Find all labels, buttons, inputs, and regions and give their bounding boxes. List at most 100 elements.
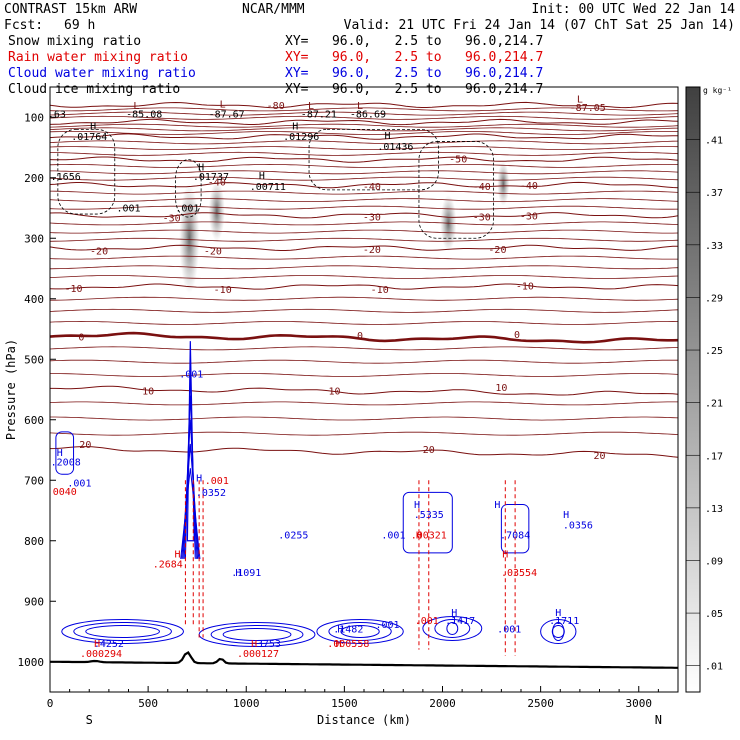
- cloud-water-low: [85, 625, 160, 638]
- isotherm--20: [50, 244, 678, 251]
- point-label: H: [416, 530, 422, 541]
- isotherm--70: [50, 118, 678, 126]
- colorbar: .41 .37 .33 .29 .25 .21 .17 .13 .09 .05 .01 g kg⁻¹: [685, 86, 732, 693]
- header: CONTRAST 15km ARW Fcst: 69 h NCAR/MMM In…: [4, 2, 735, 33]
- ice-contour: [175, 159, 202, 218]
- y-tick-label: 200: [24, 172, 44, 185]
- isotherm-label: -30: [473, 212, 491, 223]
- isotherm-minor: [50, 140, 678, 145]
- isotherm-minor: [50, 176, 678, 181]
- point-label: .001: [175, 204, 199, 215]
- point-label: .0356: [563, 521, 593, 532]
- x-tick-label: 2000: [429, 697, 456, 710]
- point-label: .001: [116, 204, 140, 215]
- point-label: L: [133, 101, 139, 112]
- field-xy-cloud-water: XY= 96.0, 2.5 to 96.0,214.7: [285, 66, 543, 81]
- point-label: .000558: [327, 639, 369, 650]
- isotherm-minor: [50, 255, 678, 260]
- cloud-water-low: [73, 622, 172, 641]
- isotherm-label: -80: [267, 101, 285, 112]
- isotherm-minor: [50, 308, 678, 313]
- colorbar-tick-label: .41: [705, 136, 723, 147]
- isotherm-label: -10: [371, 285, 389, 296]
- isotherm--40: [50, 181, 678, 189]
- isotherm-minor: [50, 131, 678, 135]
- point-label: L: [220, 100, 226, 111]
- endpoint-left: S: [86, 713, 93, 727]
- point-label: H: [292, 121, 298, 132]
- isotherm--80: [50, 101, 678, 109]
- x-tick-label: 1000: [233, 697, 260, 710]
- isotherm-label: -30: [520, 211, 538, 222]
- isotherm-label: -30: [163, 214, 181, 225]
- isotherm-minor: [50, 151, 678, 156]
- point-label: .0255: [278, 530, 308, 541]
- point-label: .001: [381, 530, 405, 541]
- cloud-water-low: [446, 621, 459, 635]
- isotherm-label: -40: [363, 182, 381, 193]
- point-label: .01436: [377, 142, 413, 153]
- point-label: H: [494, 500, 500, 511]
- point-label: -85.08: [126, 109, 162, 120]
- field-name-rain: Rain water mixing ratio: [8, 50, 188, 65]
- point-label: .5335: [414, 510, 444, 521]
- plot-area: -80 -50 -40 -40 -40 -40 -30 -30 -30 -30 -20 -20 -20 -…: [47, 95, 678, 669]
- cloud-water-low: [61, 619, 184, 644]
- field-xy-rain: XY= 96.0, 2.5 to 96.0,214.7: [285, 50, 543, 65]
- isotherm-minor: [50, 221, 678, 226]
- endpoint-right: N: [655, 713, 662, 727]
- point-label: .0040: [47, 487, 77, 498]
- cloud-water-low: [540, 619, 577, 644]
- isotherm-label: -20: [204, 246, 222, 257]
- fcst-value: 69 h: [64, 18, 95, 33]
- isotherm-label: -40: [473, 182, 491, 193]
- y-tick-label: 500: [24, 353, 44, 366]
- point-label: .1091: [231, 568, 261, 579]
- y-tick-label: 300: [24, 232, 44, 245]
- point-label: .1656: [51, 172, 81, 183]
- point-label: .001: [67, 478, 91, 489]
- isotherm-minor: [50, 373, 678, 377]
- isotherm-minor: [50, 431, 678, 436]
- isotherm-minor: [50, 229, 678, 234]
- x-tick-label: 3000: [626, 697, 653, 710]
- point-label: -86.69: [350, 109, 386, 120]
- point-label: .4252: [94, 639, 124, 650]
- cloud-water-low: [210, 625, 304, 645]
- isotherm-minor: [50, 401, 678, 406]
- ice-contour: [308, 128, 439, 191]
- colorbar-tick-label: .09: [705, 556, 723, 567]
- isotherm-0: [50, 331, 678, 344]
- isotherm-label: -20: [488, 245, 506, 256]
- cloud-water-low: [222, 628, 292, 642]
- point-label: H: [94, 639, 100, 650]
- point-label: L: [577, 95, 583, 106]
- point-label: .2684: [153, 559, 183, 570]
- isotherm-minor: [50, 346, 678, 351]
- terrain-line: [50, 651, 678, 669]
- field-name-snow: Snow mixing ratio: [8, 34, 141, 49]
- isotherm-minor: [50, 265, 678, 270]
- ice-contour: [418, 141, 494, 239]
- isotherm-minor: [50, 237, 678, 242]
- point-label: H: [57, 448, 63, 459]
- field-name-cloud-ice: Cloud ice mixing ratio: [8, 82, 180, 97]
- isotherm-label: -10: [214, 285, 232, 296]
- rain-streak: [198, 480, 204, 638]
- colorbar-tick-label: .01: [705, 662, 723, 673]
- cloud-water-low: [328, 622, 392, 641]
- isotherm-label: 20: [79, 440, 91, 451]
- y-axis-title: Pressure (hPa): [4, 339, 18, 440]
- x-axis-title: Distance (km): [317, 713, 411, 727]
- snow-shading: [208, 181, 225, 242]
- org-label: NCAR/MMM: [242, 2, 305, 17]
- point-label: H: [259, 171, 265, 182]
- point-label: -87.21: [301, 109, 337, 120]
- colorbar-tick-label: .05: [705, 609, 723, 620]
- point-label: .00711: [250, 182, 286, 193]
- x-tick-label: 0: [47, 697, 54, 710]
- point-label: H: [251, 639, 257, 650]
- cloud-water-low: [316, 619, 404, 644]
- y-tick-label: 900: [24, 595, 44, 608]
